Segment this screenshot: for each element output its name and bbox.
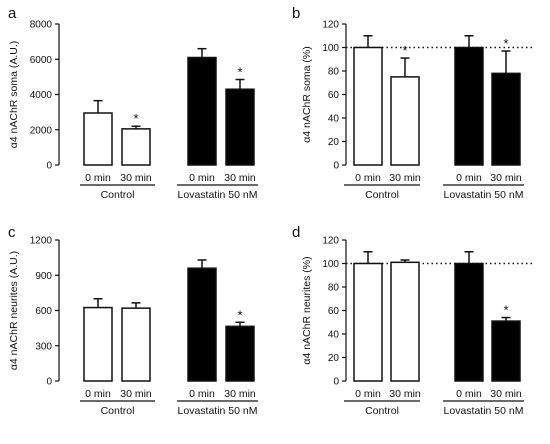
bar [83, 112, 113, 166]
x-category-label: 0 min [189, 388, 215, 400]
group-label: Control [101, 405, 135, 417]
group-label: Lovastatin 50 nM [178, 405, 258, 417]
bar [225, 325, 255, 382]
x-category-label: 30 min [389, 388, 421, 400]
group-label: Control [365, 189, 399, 201]
x-category-label: 30 min [490, 388, 522, 400]
bar [454, 262, 484, 382]
x-category-label: 0 min [189, 172, 215, 184]
panel-letter: a [8, 5, 17, 22]
bar [187, 56, 217, 166]
bar [390, 76, 420, 166]
y-tick-label: 300 [35, 341, 52, 352]
panel-letter: c [8, 224, 16, 241]
y-tick-label: 120 [322, 20, 339, 31]
x-category-label: 0 min [355, 388, 381, 400]
bar [353, 262, 383, 382]
y-tick-label: 20 [328, 353, 340, 364]
y-tick-label: 900 [35, 271, 52, 282]
group-label: Control [101, 189, 135, 201]
y-tick-label: 4000 [30, 90, 53, 101]
bar [491, 72, 521, 166]
bar [390, 261, 420, 382]
bar [353, 46, 383, 166]
bar [121, 307, 151, 382]
y-tick-label: 20 [328, 137, 340, 148]
y-tick-label: 6000 [30, 55, 53, 66]
y-tick-label: 100 [322, 259, 339, 270]
x-category-label: 30 min [120, 172, 152, 184]
y-tick-label: 600 [35, 306, 52, 317]
panel-d: d 0 20 40 60 80 100 120 α4 nAChR neurites (%) 0 m… [292, 224, 535, 417]
x-category-label: 30 min [120, 388, 152, 400]
y-tick-label: 40 [328, 330, 340, 341]
x-category-label: 30 min [490, 172, 522, 184]
panel-letter: d [292, 224, 300, 241]
y-tick-label: 2000 [30, 125, 53, 136]
x-category-label: 0 min [85, 388, 111, 400]
significance-marker: * [237, 65, 242, 80]
significance-marker: * [402, 43, 407, 58]
bar [121, 128, 151, 166]
x-category-label: 0 min [85, 172, 111, 184]
group-label: Lovastatin 50 nM [444, 189, 524, 201]
y-axis-label: α4 nAChR soma (A.U.) [8, 41, 20, 149]
significance-marker: * [503, 303, 508, 318]
significance-marker: * [237, 307, 242, 322]
x-category-label: 30 min [389, 172, 421, 184]
y-tick-label: 0 [333, 161, 339, 172]
significance-marker: * [503, 36, 508, 51]
y-tick-label: 1200 [30, 236, 53, 247]
y-tick-label: 0 [46, 161, 52, 172]
y-tick-label: 0 [333, 377, 339, 388]
y-tick-label: 100 [322, 43, 339, 54]
group-label: Lovastatin 50 nM [178, 189, 258, 201]
y-tick-label: 40 [328, 114, 340, 125]
panel-letter: b [292, 5, 300, 22]
bar [454, 46, 484, 166]
x-category-label: 30 min [224, 172, 256, 184]
panel-b: b 0 20 40 60 80 100 120 α4 nAChR soma (%) 0 min * 3… [292, 5, 535, 201]
y-tick-label: 120 [322, 236, 339, 247]
bar [83, 306, 113, 382]
y-axis-label: α4 nAChR soma (%) [301, 46, 313, 143]
y-axis-label: α4 nAChR neurites (%) [301, 256, 313, 364]
x-category-label: 0 min [456, 388, 482, 400]
y-tick-label: 60 [328, 306, 340, 317]
panel-c: c 0 300 600 900 1200 α4 nAChR neurites (A.U.) 0… [8, 224, 258, 417]
panel-a: a 0 2000 4000 6000 8000 α4 nAChR soma (A.U.) 0 … [8, 5, 258, 201]
bar [225, 88, 255, 166]
bar [491, 320, 521, 382]
y-axis-label: α4 nAChR neurites (A.U.) [8, 251, 20, 370]
y-tick-label: 80 [328, 67, 340, 78]
x-category-label: 0 min [355, 172, 381, 184]
group-label: Lovastatin 50 nM [444, 405, 524, 417]
group-label: Control [365, 405, 399, 417]
x-category-label: 0 min [456, 172, 482, 184]
y-tick-label: 8000 [30, 20, 53, 31]
y-tick-label: 80 [328, 283, 340, 294]
y-tick-label: 0 [46, 377, 52, 388]
bar [187, 267, 217, 382]
y-tick-label: 60 [328, 90, 340, 101]
significance-marker: * [133, 111, 138, 126]
x-category-label: 30 min [224, 388, 256, 400]
